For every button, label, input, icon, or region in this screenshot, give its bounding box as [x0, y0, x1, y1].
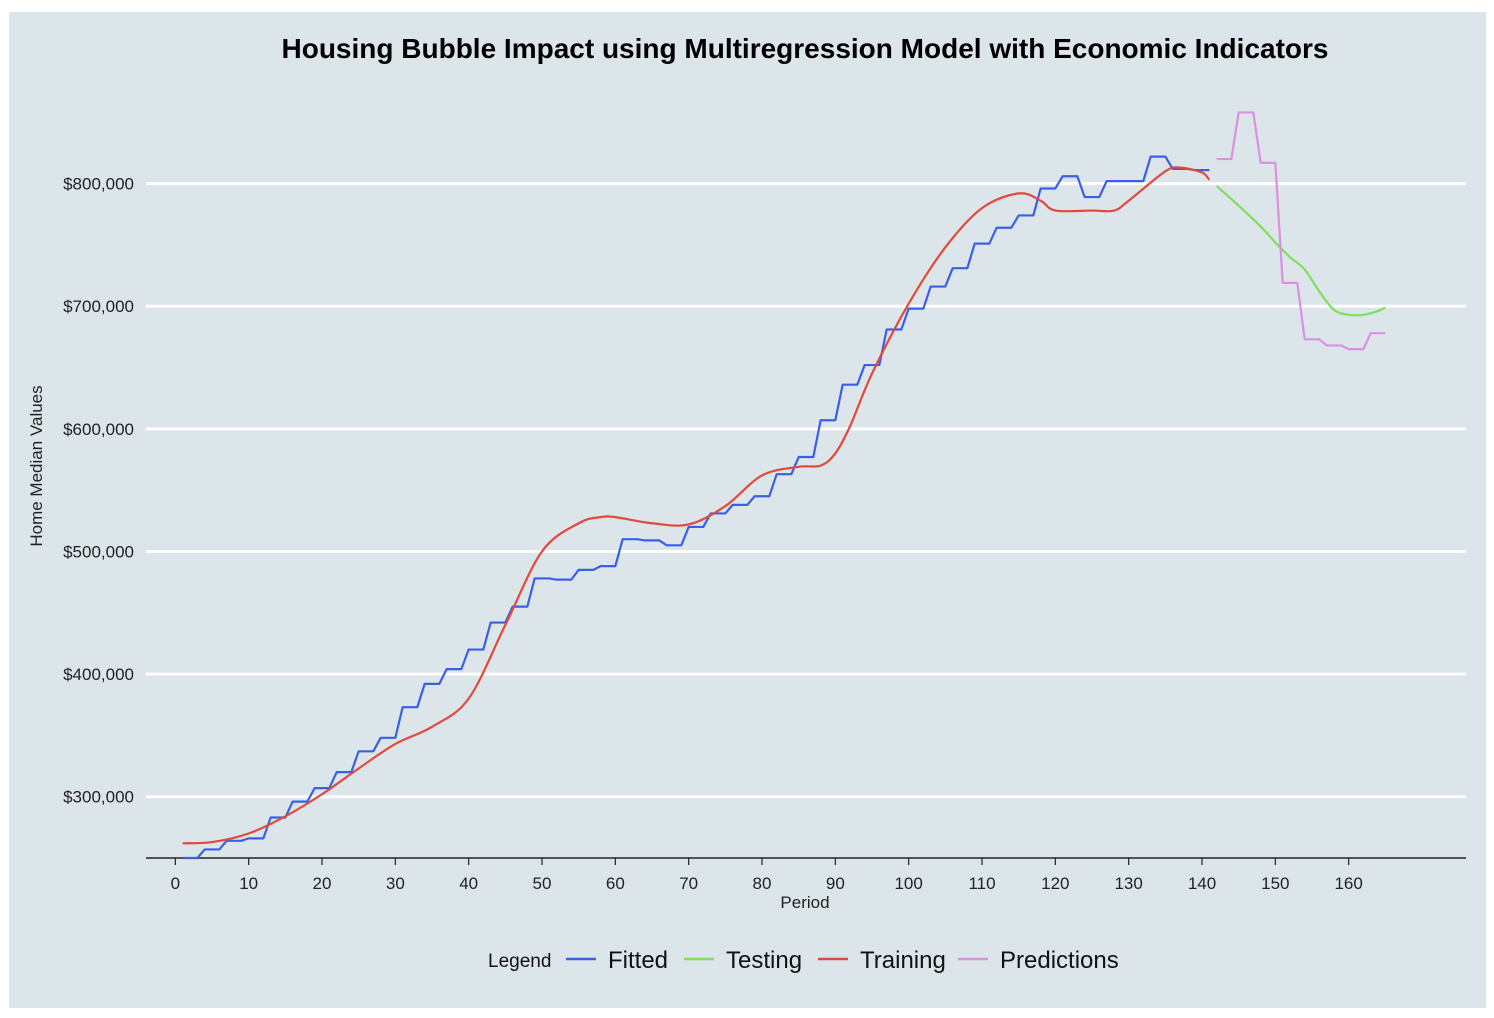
x-tick-label: 150 — [1261, 874, 1289, 893]
legend-title: Legend — [488, 951, 551, 972]
y-tick-label: $300,000 — [63, 788, 134, 807]
legend-label-training: Training — [860, 947, 946, 974]
x-tick-label: 70 — [679, 874, 698, 893]
series-line-fitted — [182, 155, 1210, 860]
x-tick-label: 80 — [753, 874, 772, 893]
series-lines — [182, 111, 1386, 860]
x-tick-label: 90 — [826, 874, 845, 893]
chart-title: Housing Bubble Impact using Multiregress… — [282, 33, 1329, 64]
x-tick-label: 100 — [894, 874, 922, 893]
y-tick-label: $800,000 — [63, 175, 134, 194]
x-tick-label: 50 — [533, 874, 552, 893]
x-tick-label: 20 — [313, 874, 332, 893]
y-tick-label: $700,000 — [63, 297, 134, 316]
x-tick-label: 40 — [459, 874, 478, 893]
x-tick-label: 160 — [1334, 874, 1362, 893]
x-tick-label: 60 — [606, 874, 625, 893]
x-tick-label: 10 — [239, 874, 258, 893]
x-tick-label: 130 — [1114, 874, 1142, 893]
gridlines — [146, 182, 1466, 799]
x-tick-label: 120 — [1041, 874, 1069, 893]
y-axis-label: Home Median Values — [27, 385, 46, 546]
y-tick-label: $500,000 — [63, 542, 134, 561]
series-line-predictions — [1216, 111, 1386, 351]
series-line-testing — [1215, 185, 1386, 317]
plot-panel — [9, 12, 1486, 1008]
x-tick-label: 30 — [386, 874, 405, 893]
x-axis-label: Period — [780, 893, 829, 912]
y-tick-label: $600,000 — [63, 420, 134, 439]
legend: Legend Fitted Testing Training Predictions — [488, 947, 1119, 974]
x-tick-label: 110 — [968, 874, 995, 893]
x-tick-label: 140 — [1188, 874, 1216, 893]
y-tick-label: $400,000 — [63, 665, 134, 684]
legend-label-testing: Testing — [726, 947, 802, 974]
legend-label-predictions: Predictions — [1000, 947, 1119, 974]
x-tick-label: 0 — [171, 874, 180, 893]
axes: $300,000 $400,000 $500,000 $600,000 $700,000… — [63, 175, 1466, 893]
legend-label-fitted: Fitted — [608, 947, 668, 974]
series-line-training — [182, 166, 1211, 845]
